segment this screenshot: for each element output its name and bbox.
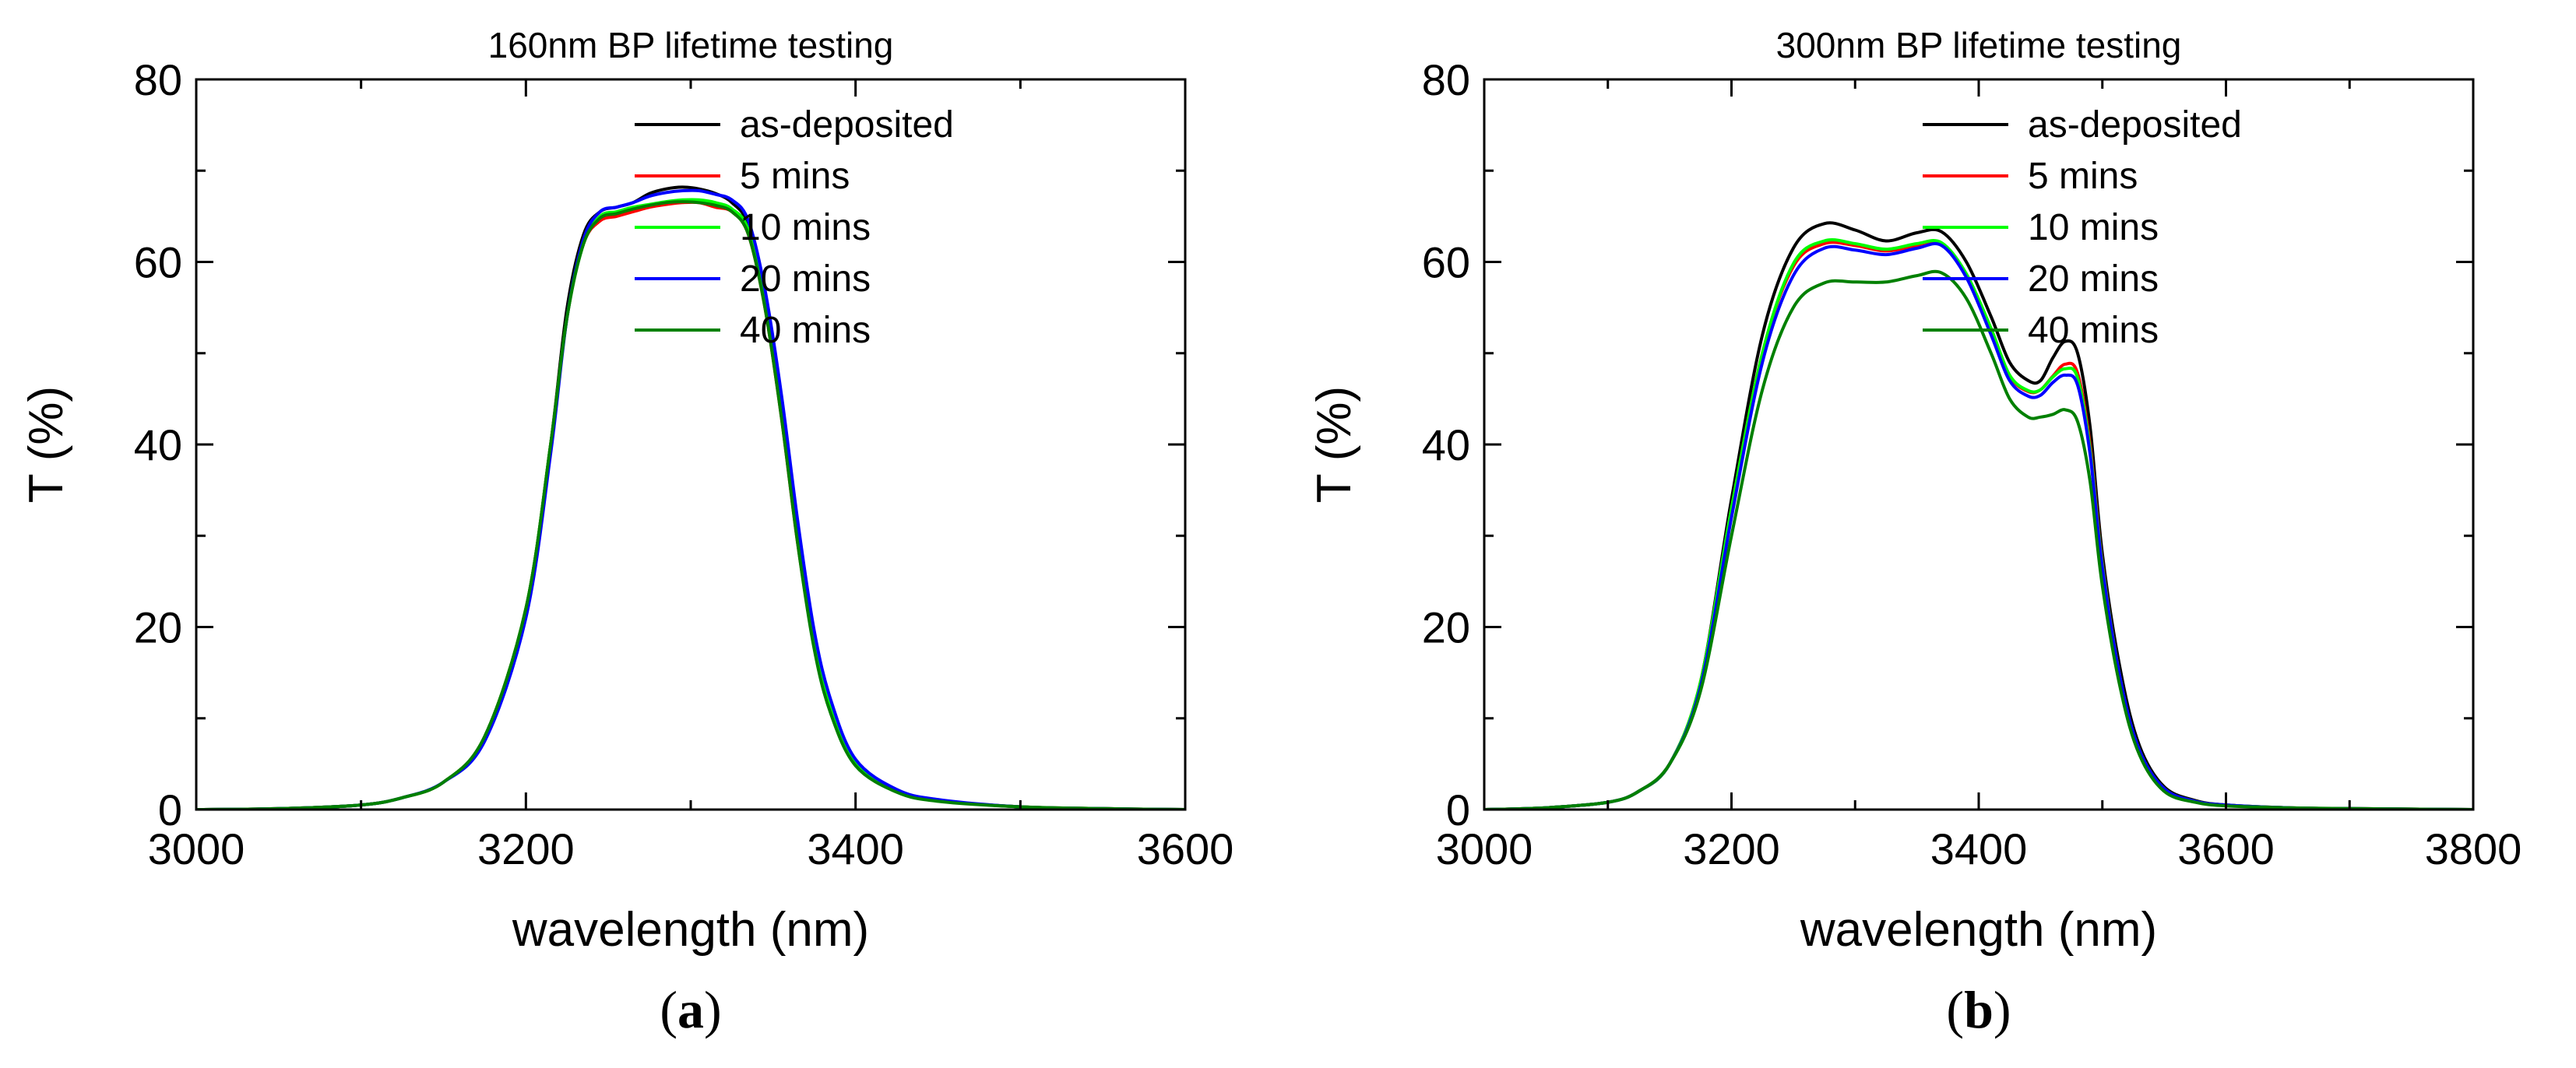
x-tick-label: 3600 — [2177, 824, 2275, 873]
chart-title: 160nm BP lifetime testing — [488, 25, 894, 65]
legend-label-4: 40 mins — [740, 310, 871, 351]
series-line-3 — [196, 188, 1185, 810]
x-axis-label: wavelength (nm) — [1800, 903, 2157, 957]
x-axis-label: wavelength (nm) — [512, 903, 869, 957]
y-tick-label: 0 — [158, 785, 182, 834]
series-line-1 — [196, 200, 1185, 810]
chart-panel-a: 160nm BP lifetime testing 3000 3200 3400 360… — [19, 25, 1234, 1039]
x-tick-label: 3400 — [1930, 824, 2028, 873]
y-tick-label: 40 — [1422, 420, 1470, 469]
legend-label-0: as-deposited — [740, 104, 954, 146]
y-tick-label: 20 — [134, 603, 182, 652]
legend-label-2: 10 mins — [2028, 207, 2159, 248]
y-tick-label: 40 — [134, 420, 182, 469]
x-tick-label: 3200 — [477, 824, 575, 873]
legend-label-4: 40 mins — [2028, 310, 2159, 351]
x-tick-label: 3000 — [148, 824, 245, 873]
y-tick-label: 80 — [1422, 55, 1470, 104]
legend-label-3: 20 mins — [2028, 258, 2159, 300]
legend-label-3: 20 mins — [740, 258, 871, 300]
panel-caption: (a) — [660, 980, 721, 1039]
panel-caption-open: ( — [1946, 980, 1964, 1039]
x-tick-label: 3200 — [1683, 824, 1780, 873]
panel-caption-close: ) — [1994, 980, 2011, 1039]
series-group — [1484, 221, 2473, 810]
legend-label-1: 5 mins — [2028, 156, 2138, 197]
panel-caption-letter: a — [677, 980, 704, 1039]
y-axis-label: T (%) — [19, 386, 73, 503]
chart-panel-b: 300nm BP lifetime testing 3000 3200 3400 360… — [1307, 25, 2522, 1039]
x-tick-label: 3600 — [1137, 824, 1234, 873]
legend-label-2: 10 mins — [740, 207, 871, 248]
panel-caption: (b) — [1946, 980, 2011, 1039]
y-tick-label: 0 — [1446, 785, 1470, 834]
series-group — [196, 185, 1185, 810]
panel-caption-letter: b — [1964, 980, 1994, 1039]
plot-frame — [1483, 78, 2475, 811]
x-tick-label: 3800 — [2425, 824, 2522, 873]
legend-label-0: as-deposited — [2028, 104, 2242, 146]
chart-title: 300nm BP lifetime testing — [1776, 25, 2182, 65]
series-line-0 — [196, 185, 1185, 810]
y-axis-label: T (%) — [1307, 386, 1361, 503]
series-line-2 — [196, 198, 1185, 810]
x-tick-label: 3000 — [1436, 824, 1533, 873]
y-tick-label: 60 — [1422, 238, 1470, 287]
y-tick-label: 80 — [134, 55, 182, 104]
series-line-4 — [1484, 269, 2473, 810]
series-line-4 — [196, 200, 1185, 810]
x-tick-label: 3400 — [807, 824, 904, 873]
panel-caption-open: ( — [660, 980, 677, 1039]
y-tick-label: 60 — [134, 238, 182, 287]
panel-caption-close: ) — [704, 980, 722, 1039]
y-tick-label: 20 — [1422, 603, 1470, 652]
legend-label-1: 5 mins — [740, 156, 850, 197]
series-line-0 — [1484, 221, 2473, 810]
